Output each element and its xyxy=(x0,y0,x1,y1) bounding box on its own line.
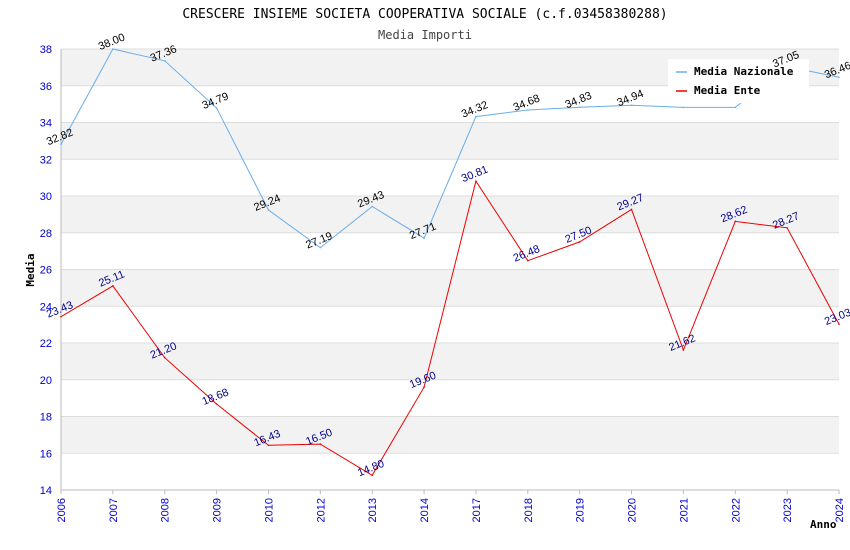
data-point xyxy=(112,48,114,50)
data-point xyxy=(267,209,270,211)
data-point xyxy=(682,106,685,109)
series-line-media-nazionale xyxy=(60,48,840,249)
y-tick-label: 32 xyxy=(40,154,52,166)
data-point xyxy=(215,403,218,405)
x-tick-label: 2008 xyxy=(160,498,172,522)
x-tick-label: 2021 xyxy=(678,498,690,522)
data-point xyxy=(319,246,322,249)
data-point xyxy=(475,180,477,182)
legend-label-media-ente: Media Ente xyxy=(694,84,761,97)
plot-background xyxy=(61,49,839,490)
data-point xyxy=(838,323,840,325)
x-tick-label: 2020 xyxy=(627,498,639,522)
data-point xyxy=(527,109,529,111)
data-point xyxy=(371,205,374,208)
y-tick-label: 24 xyxy=(40,301,52,313)
data-point xyxy=(838,76,840,79)
plot-band xyxy=(61,269,839,307)
y-tick-label: 30 xyxy=(40,191,52,203)
data-point xyxy=(578,106,581,109)
y-tick-label: 38 xyxy=(40,44,52,56)
y-axis-ticks: 14 16 18 20 22 24 26 28 30 32 34 36 38 xyxy=(40,44,52,497)
data-point xyxy=(163,59,166,62)
data-point xyxy=(578,241,581,243)
x-tick-label: 2024 xyxy=(834,498,846,522)
x-tick-label: 2013 xyxy=(367,498,379,522)
plot-band xyxy=(61,343,839,380)
x-tick-label: 2012 xyxy=(315,498,327,522)
x-tick-label: 2022 xyxy=(730,498,742,522)
plot-band xyxy=(61,122,839,160)
data-point xyxy=(60,315,62,318)
data-point xyxy=(630,104,633,107)
x-tick-label: 2009 xyxy=(212,498,224,522)
data-point xyxy=(630,208,633,211)
x-tick-label: 2010 xyxy=(263,498,275,522)
plot-band xyxy=(61,232,839,270)
y-tick-label: 28 xyxy=(40,228,52,240)
data-point xyxy=(371,474,374,477)
plot-band xyxy=(61,306,839,343)
data-point xyxy=(475,115,477,118)
x-axis-label: Anno xyxy=(810,518,837,531)
plot-band xyxy=(61,416,839,454)
chart-title: CRESCERE INSIEME SOCIETA COOPERATIVA SOC… xyxy=(182,7,667,22)
y-tick-label: 22 xyxy=(40,338,52,350)
y-tick-label: 18 xyxy=(40,412,52,424)
y-tick-label: 26 xyxy=(40,265,52,277)
y-tick-label: 16 xyxy=(40,448,52,460)
x-tick-label: 2006 xyxy=(56,498,68,522)
plot-band xyxy=(61,196,839,233)
grid-lines xyxy=(60,48,839,491)
x-tick-label: 2007 xyxy=(108,498,120,522)
plot-band xyxy=(61,379,839,417)
data-point xyxy=(112,285,114,287)
y-tick-label: 20 xyxy=(40,375,52,387)
data-point xyxy=(163,356,166,359)
data-point xyxy=(215,107,218,109)
data-point xyxy=(267,444,270,447)
data-point xyxy=(423,237,425,239)
data-point xyxy=(423,386,425,388)
x-tick-label: 2018 xyxy=(523,498,535,522)
legend-box xyxy=(668,59,809,103)
series-lines xyxy=(60,48,840,477)
legend: Media Nazionale Media Ente xyxy=(668,59,809,103)
y-tick-label: 14 xyxy=(40,485,52,497)
y-tick-label: 36 xyxy=(40,81,52,93)
x-tick-label: 2017 xyxy=(471,498,483,522)
x-tick-label: 2014 xyxy=(419,498,431,522)
data-point xyxy=(682,349,685,351)
y-tick-label: 34 xyxy=(40,118,52,130)
data-point xyxy=(319,443,322,445)
data-point xyxy=(734,106,737,109)
legend-label-media-nazionale: Media Nazionale xyxy=(694,65,794,78)
data-point xyxy=(527,259,529,262)
data-point xyxy=(786,226,788,229)
data-point xyxy=(734,220,737,223)
y-axis-label: Media xyxy=(24,253,37,286)
data-point xyxy=(60,143,62,145)
series-line-media-ente xyxy=(60,179,840,476)
x-tick-label: 2019 xyxy=(575,498,587,522)
plot-band xyxy=(61,453,839,490)
chart-subtitle: Media Importi xyxy=(378,28,472,42)
x-tick-label: 2023 xyxy=(782,498,794,522)
x-axis-ticks: 2006 2007 2008 2009 2010 2012 2013 2014 2017 2018… xyxy=(56,490,846,522)
